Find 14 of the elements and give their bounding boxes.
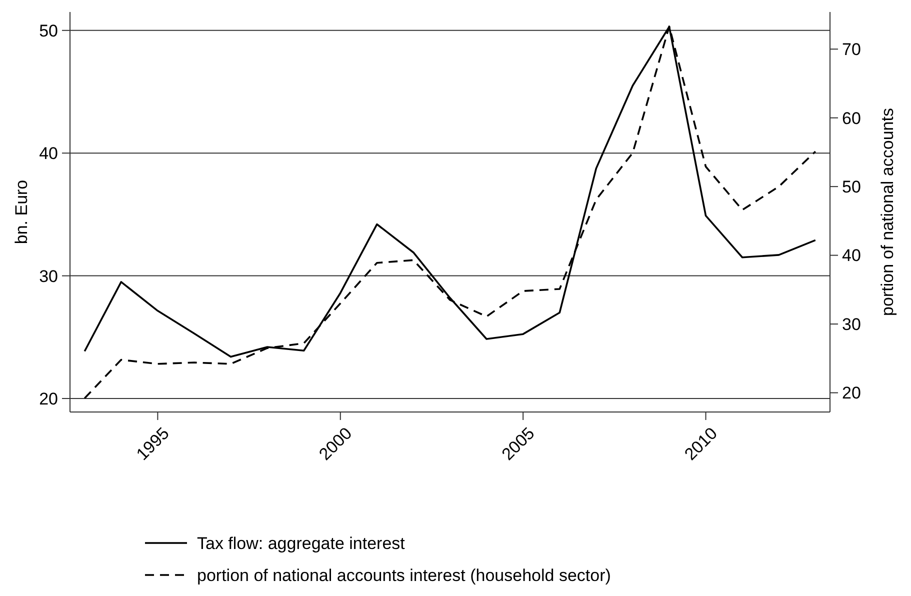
y-tick-label: 50 [39,21,58,40]
y-tick-label: 40 [39,144,58,164]
y2-tick-label: 70 [842,40,861,60]
y-axis-title: bn. Euro [12,180,31,244]
y2-tick-label: 20 [842,384,861,403]
y-tick-label: 30 [39,266,58,286]
y2-tick-label: 30 [842,314,861,334]
y2-tick-label: 50 [842,178,861,197]
legend-label: portion of national accounts interest (household sector) [197,566,611,585]
legend-label: Tax flow: aggregate interest [197,534,406,553]
y2-tick-label: 60 [842,108,861,128]
y2-axis-title: portion of national accounts [878,108,897,316]
y-tick-label: 20 [39,389,58,408]
y2-tick-label: 40 [842,246,861,266]
